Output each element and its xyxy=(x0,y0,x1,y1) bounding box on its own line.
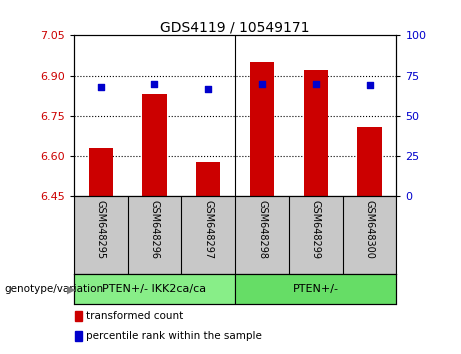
Text: PTEN+/-: PTEN+/- xyxy=(293,284,339,295)
Text: GSM648299: GSM648299 xyxy=(311,200,321,259)
Bar xyxy=(235,274,396,304)
Bar xyxy=(89,148,113,196)
Text: ▶: ▶ xyxy=(67,284,75,295)
Bar xyxy=(304,70,328,196)
Point xyxy=(366,82,373,88)
Text: GSM648296: GSM648296 xyxy=(149,200,160,259)
Text: GSM648295: GSM648295 xyxy=(95,200,106,259)
Point xyxy=(205,86,212,91)
Bar xyxy=(75,311,83,321)
Point xyxy=(151,81,158,86)
Text: PTEN+/- IKK2ca/ca: PTEN+/- IKK2ca/ca xyxy=(102,284,207,295)
Bar xyxy=(142,95,166,196)
Text: GSM648297: GSM648297 xyxy=(203,200,213,259)
Text: GSM648300: GSM648300 xyxy=(365,200,375,259)
Text: genotype/variation: genotype/variation xyxy=(5,284,104,295)
Text: transformed count: transformed count xyxy=(86,311,183,321)
Bar xyxy=(357,127,382,196)
Title: GDS4119 / 10549171: GDS4119 / 10549171 xyxy=(160,20,310,34)
Text: percentile rank within the sample: percentile rank within the sample xyxy=(86,331,262,341)
Point xyxy=(97,84,104,90)
Bar xyxy=(250,62,274,196)
Point xyxy=(312,81,319,86)
Bar xyxy=(74,274,235,304)
Text: GSM648298: GSM648298 xyxy=(257,200,267,259)
Bar xyxy=(75,331,83,341)
Point xyxy=(258,81,266,86)
Bar xyxy=(196,161,220,196)
